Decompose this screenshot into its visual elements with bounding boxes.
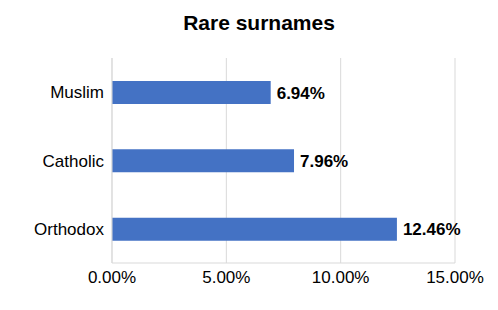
svg-text:0.00%: 0.00% [88,268,136,287]
svg-text:15.00%: 15.00% [426,268,484,287]
svg-text:Catholic: Catholic [43,152,105,171]
svg-text:Muslim: Muslim [50,83,104,102]
svg-text:10.00%: 10.00% [312,268,370,287]
svg-text:7.96%: 7.96% [300,152,348,171]
svg-text:Orthodox: Orthodox [34,220,104,239]
html-text:Rare surnames: Rare surnames [183,11,335,34]
svg-text:5.00%: 5.00% [202,268,250,287]
svg-text:12.46%: 12.46% [403,220,461,239]
svg-text:6.94%: 6.94% [277,84,325,103]
